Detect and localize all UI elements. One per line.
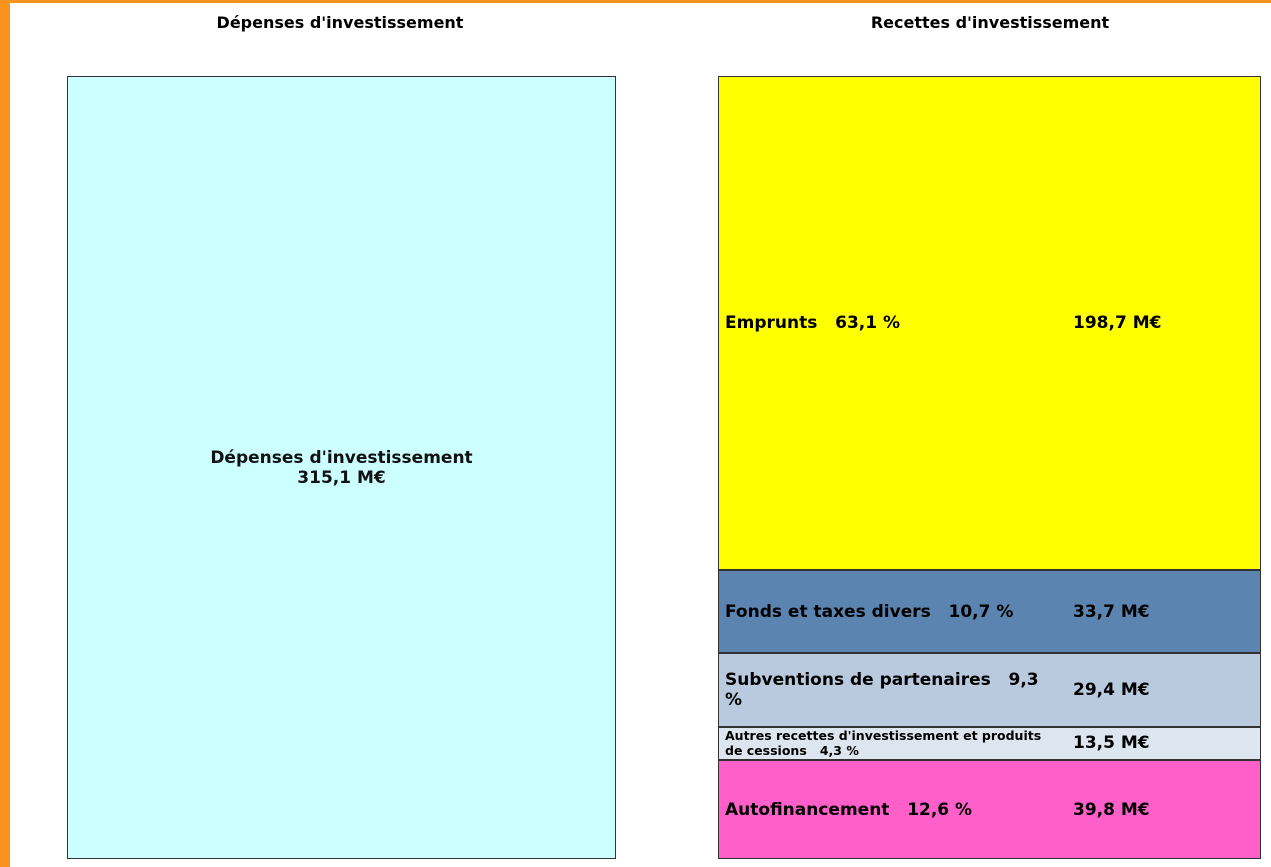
segment-percent: 9,3 %	[725, 670, 1039, 710]
revenue-segment: Subventions de partenaires 9,3 % 29,4 M€	[718, 653, 1261, 727]
segment-value: 33,7 M€	[1073, 601, 1150, 622]
revenue-segment: Fonds et taxes divers 10,7 % 33,7 M€	[718, 569, 1261, 654]
segment-value: 13,5 M€	[1073, 733, 1150, 754]
revenue-segment: Autofinancement 12,6 % 39,8 M€	[718, 760, 1261, 859]
segment-name: Emprunts	[725, 312, 818, 333]
segment-percent: 12,6 %	[907, 799, 973, 820]
segment-percent: 63,1 %	[835, 312, 901, 333]
segment-label: Autofinancement 12,6 %	[725, 800, 1055, 820]
right-title: Recettes d'investissement	[870, 13, 1110, 32]
revenue-segment: Emprunts 63,1 % 198,7 M€	[718, 76, 1261, 570]
segment-value: 198,7 M€	[1073, 312, 1162, 333]
segment-name: Autofinancement	[725, 799, 890, 820]
expense-label: Dépenses d'investissement	[210, 447, 473, 468]
segment-label: Fonds et taxes divers 10,7 %	[725, 602, 1055, 622]
segment-name: Subventions de partenaires	[725, 670, 991, 690]
segment-value: 29,4 M€	[1073, 680, 1150, 700]
left-title: Dépenses d'investissement	[216, 13, 464, 32]
segment-label: Emprunts 63,1 %	[725, 313, 1055, 333]
segment-value: 39,8 M€	[1073, 799, 1150, 820]
segment-label: Subventions de partenaires 9,3 %	[725, 670, 1055, 710]
expense-block: Dépenses d'investissement 315,1 M€	[67, 76, 616, 859]
segment-name: Fonds et taxes divers	[725, 601, 931, 622]
segment-percent: 10,7 %	[948, 601, 1014, 622]
segment-label: Autres recettes d'investissement et prod…	[725, 728, 1045, 758]
segment-name: Autres recettes d'investissement et prod…	[725, 728, 1042, 759]
expense-value: 315,1 M€	[297, 467, 386, 488]
segment-percent: 4,3 %	[819, 743, 859, 759]
revenue-segment: Autres recettes d'investissement et prod…	[718, 726, 1261, 761]
